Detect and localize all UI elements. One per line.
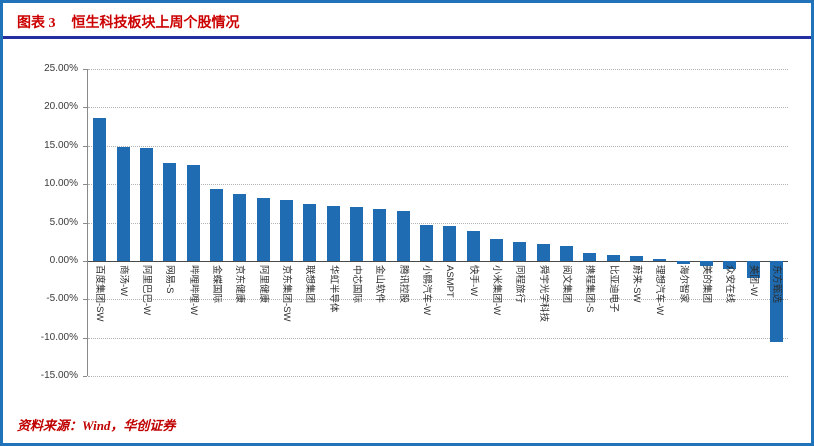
y-tick-label: 0.00% [49, 254, 78, 266]
y-tick-mark [83, 299, 87, 301]
y-tick-mark [83, 222, 87, 224]
bar [559, 245, 573, 261]
x-category-label: 哔哩哔哩-W [187, 264, 199, 316]
x-category-label: 金蝶国际 [210, 264, 222, 303]
bar [606, 254, 620, 261]
bar [256, 197, 270, 261]
x-category-label: 网易-S [164, 264, 176, 294]
bar [489, 238, 503, 261]
y-tick-mark [83, 145, 87, 147]
gridline [88, 299, 788, 301]
bar [536, 243, 550, 261]
y-tick-label: -5.00% [46, 293, 78, 305]
x-category-label: 快手-W [467, 264, 479, 297]
bar [676, 260, 690, 264]
x-category-label: 海尔智家 [677, 264, 689, 303]
x-category-label: 携程集团-S [584, 264, 596, 313]
zero-axis-line [88, 260, 788, 262]
bar [163, 163, 177, 261]
x-category-label: 腾讯控股 [397, 264, 409, 303]
x-category-label: 小鹏汽车-W [420, 264, 432, 316]
y-axis: 25.00% 20.00% 15.00% 10.00% 5.00% 0.00% -5.00%… [3, 63, 87, 381]
bar [653, 258, 667, 261]
x-category-label: 同程旅行 [514, 264, 526, 303]
gridline [88, 69, 788, 70]
x-category-label: 京东健康 [234, 264, 246, 303]
gridline [88, 184, 788, 186]
bar [186, 164, 200, 261]
x-category-label: 理想汽车-W [654, 264, 666, 316]
bar [419, 224, 433, 261]
y-tick-label: 25.00% [44, 63, 78, 74]
gridline [88, 222, 788, 224]
bar [769, 260, 783, 343]
x-category-label: 东方甄选 [770, 264, 782, 303]
gridline [88, 337, 788, 339]
bar [303, 204, 317, 261]
figure-number-label: 图表 3 [17, 16, 56, 31]
x-category-label: 比亚迪电子 [607, 264, 619, 313]
bar [746, 260, 760, 278]
x-category-label: 舜宇光学科技 [537, 264, 549, 322]
bar [443, 225, 457, 261]
bar [326, 206, 340, 261]
y-tick-mark [83, 107, 87, 109]
x-category-label: 蔚来-SW [630, 264, 642, 303]
bar [723, 260, 737, 269]
y-tick-label: 5.00% [49, 216, 78, 228]
bar [699, 260, 713, 267]
gridline [88, 376, 788, 377]
x-category-label: 华虹半导体 [327, 264, 339, 313]
plot-area: 百度集团-SW 商汤-W 阿里巴巴-W 网易-S 哔哩哔哩-W 金蝶国际 京东健康 阿里健康京… [87, 69, 788, 377]
x-category-label: 阿里巴巴-W [140, 264, 152, 316]
x-category-label: 百度集团-SW [94, 264, 106, 322]
x-category-label: 商汤-W [117, 264, 129, 297]
bar [139, 148, 153, 261]
x-category-label: 阅文集团 [560, 264, 572, 303]
x-category-label: 阿里健康 [257, 264, 269, 303]
x-category-label: 金山软件 [374, 264, 386, 303]
x-category-label: ASMPT [444, 264, 456, 298]
page-title: 恒生科技板块上周个股情况 [71, 16, 240, 31]
bar [396, 210, 410, 261]
bar [466, 230, 480, 261]
bar [349, 207, 363, 261]
y-tick-mark [83, 69, 87, 70]
bar [373, 208, 387, 261]
y-tick-label: 10.00% [44, 178, 78, 190]
y-tick-label: -15.00% [40, 370, 78, 381]
x-category-label: 美团-W [747, 264, 759, 297]
x-category-label: 小米集团-W [490, 264, 502, 316]
x-category-label: 联想集团 [304, 264, 316, 303]
y-tick-mark [83, 337, 87, 339]
y-tick-label: 20.00% [44, 101, 78, 113]
bar [513, 241, 527, 261]
bar [233, 194, 247, 261]
x-category-label: 众安在线 [724, 264, 736, 303]
bar [629, 255, 643, 261]
bar [116, 147, 130, 261]
source-note: 资料来源：Wind，华创证券 [17, 418, 176, 433]
bar [583, 253, 597, 261]
y-tick-mark [83, 260, 87, 262]
y-tick-mark [83, 184, 87, 186]
gridline [88, 145, 788, 147]
bar [279, 200, 293, 261]
title-divider [3, 36, 811, 39]
x-category-label: 美的集团 [700, 264, 712, 303]
gridline [88, 107, 788, 109]
bar [209, 189, 223, 261]
figure-header: 图表 3 恒生科技板块上周个股情况 [3, 3, 811, 32]
bar [93, 118, 107, 261]
x-category-label: 京东集团-SW [280, 264, 292, 322]
y-tick-label: 15.00% [44, 139, 78, 151]
y-tick-label: -10.00% [40, 331, 78, 343]
x-category-label: 中芯国际 [350, 264, 362, 303]
y-tick-mark [83, 376, 87, 377]
